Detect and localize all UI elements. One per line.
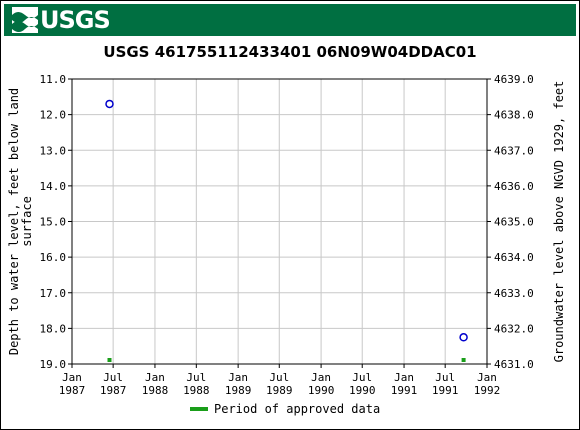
x-tick-label-month: Jan — [62, 371, 82, 384]
usgs-banner: USGS — [4, 4, 576, 36]
y-tick-label-right: 4639.0 — [494, 73, 534, 86]
x-tick-label-year: 1989 — [266, 384, 293, 397]
y-axis-title-left-line1: Depth to water level, feet below land — [7, 88, 21, 355]
x-tick-label-month: Jan — [228, 371, 248, 384]
x-tick-label-year: 1987 — [59, 384, 86, 397]
x-tick-label-year: 1988 — [183, 384, 210, 397]
y-tick-label-right: 4638.0 — [494, 109, 534, 122]
x-tick-label-month: Jan — [477, 371, 497, 384]
y-tick-label-right: 4633.0 — [494, 287, 534, 300]
y-axis-title-left-line2: surface — [20, 196, 34, 247]
plot-border — [71, 78, 488, 365]
usgs-logo-text: USGS — [40, 6, 111, 34]
y-tick-label-right: 4632.0 — [494, 322, 534, 335]
x-tick-label-month: Jul — [435, 371, 455, 384]
x-tick-label-year: 1990 — [349, 384, 376, 397]
y-tick-label-right: 4635.0 — [494, 216, 534, 229]
y-tick-label-right: 4634.0 — [494, 251, 534, 264]
y-tick-label-left: 18.0 — [40, 322, 67, 335]
usgs-logo[interactable]: USGS — [12, 6, 111, 34]
x-tick-label-year: 1988 — [142, 384, 169, 397]
legend-swatch — [190, 407, 208, 411]
x-tick-label-year: 1987 — [100, 384, 127, 397]
x-tick-label-month: Jul — [269, 371, 289, 384]
approved-period-mark — [107, 358, 112, 362]
x-tick-label-year: 1992 — [474, 384, 501, 397]
x-tick-label-month: Jan — [145, 371, 165, 384]
y-axis-title-right: Groundwater level above NGVD 1929, feet — [552, 81, 566, 363]
y-tick-label-left: 14.0 — [40, 180, 67, 193]
data-point — [105, 99, 114, 109]
y-tick-label-left: 17.0 — [40, 287, 67, 300]
y-tick-label-right: 4637.0 — [494, 144, 534, 157]
x-tick-label-year: 1989 — [225, 384, 252, 397]
legend-label: Period of approved data — [214, 402, 381, 416]
x-tick-label-year: 1991 — [391, 384, 418, 397]
x-tick-label-month: Jul — [186, 371, 206, 384]
y-tick-label-left: 11.0 — [40, 73, 67, 86]
usgs-wave-icon — [12, 7, 38, 33]
x-tick-label-month: Jul — [352, 371, 372, 384]
x-tick-label-year: 1990 — [308, 384, 335, 397]
x-tick-label-month: Jan — [394, 371, 414, 384]
y-tick-label-right: 4636.0 — [494, 180, 534, 193]
y-tick-label-left: 16.0 — [40, 251, 67, 264]
legend: Period of approved data — [190, 402, 380, 416]
y-tick-label-left: 13.0 — [40, 144, 67, 157]
x-tick-label-year: 1991 — [432, 384, 459, 397]
data-point — [459, 333, 468, 342]
y-tick-label-left: 19.0 — [40, 358, 67, 371]
chart-title: USGS 461755112433401 06N09W04DDAC01 — [103, 43, 477, 61]
x-tick-label-month: Jul — [103, 371, 123, 384]
y-tick-label-left: 12.0 — [40, 109, 67, 122]
approved-period-mark — [461, 358, 466, 362]
y-tick-label-left: 15.0 — [40, 216, 67, 229]
x-tick-label-month: Jan — [311, 371, 331, 384]
y-tick-label-right: 4631.0 — [494, 358, 534, 371]
